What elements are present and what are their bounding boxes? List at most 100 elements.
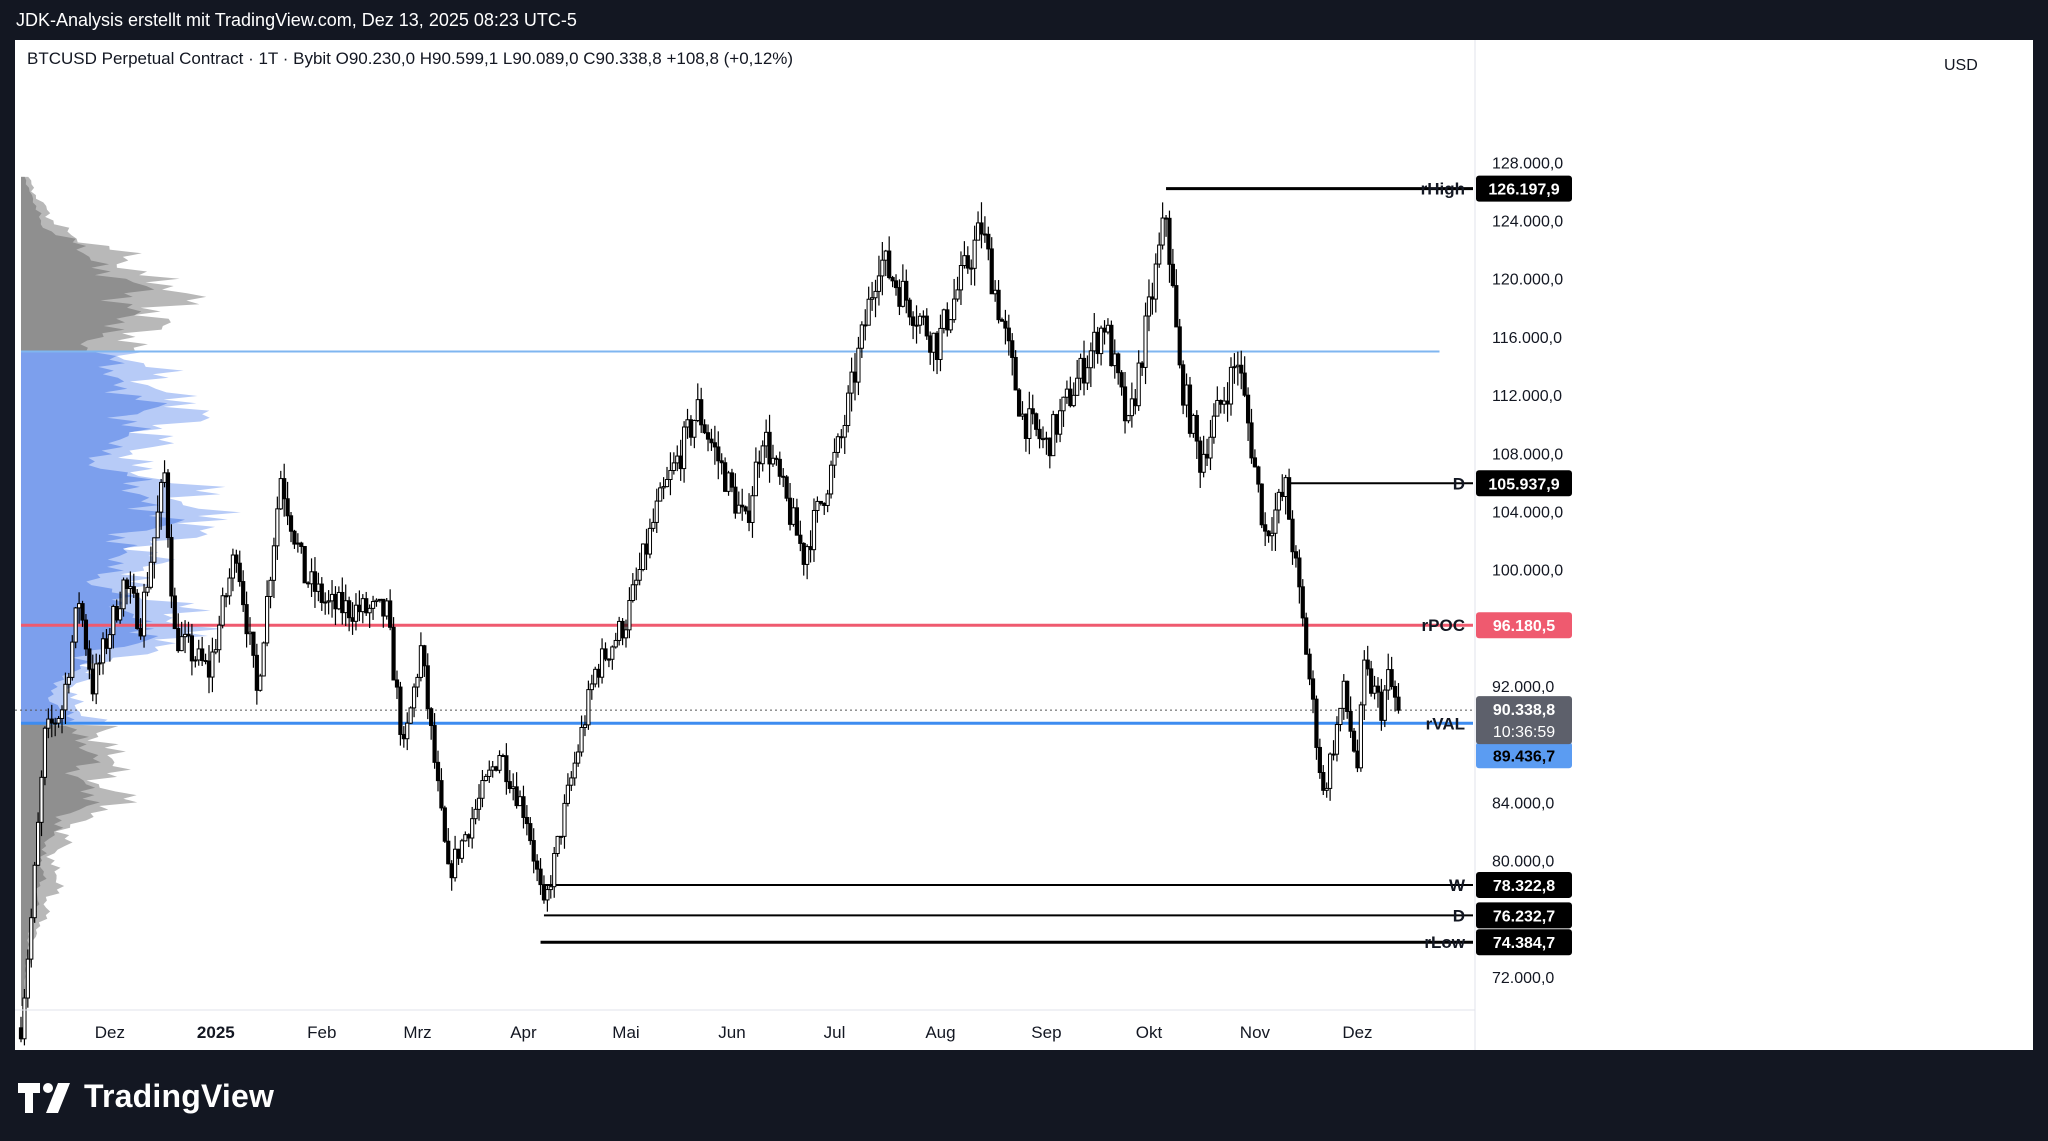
candle [825,489,830,513]
candle [852,353,858,401]
candle-body-bear [206,660,212,678]
candle-body-bull [384,600,389,617]
candle-body-bear [1095,331,1100,355]
candle-body-bull [459,840,465,859]
candle [254,643,259,705]
candle [1057,398,1063,443]
candle [483,773,488,782]
candle-body-bull [1071,394,1076,407]
candle [1109,320,1114,367]
candle-body-bull [576,751,581,764]
candle [562,794,567,849]
candle [1249,408,1254,464]
candle [1105,318,1111,335]
candle [815,496,820,523]
candle-body-bull [685,419,690,428]
candle [261,641,266,677]
candle [531,828,536,874]
candle [442,805,447,843]
candle [1369,660,1374,697]
candle [787,483,793,531]
candle-body-bear [1054,414,1059,435]
candle-body-bear [169,537,174,597]
candle-body-bull [1215,399,1220,417]
footer-bar [0,1050,2048,1141]
candle-body-bull [958,265,964,291]
candle-body-bear [1204,453,1210,459]
price-badge-rLow-bg [1476,929,1572,956]
candle [1375,677,1381,708]
candle-body-bear [251,631,256,656]
candle [1334,716,1340,762]
candle-body-bull [975,222,981,241]
candle-body-bear [514,786,519,807]
candle-body-bull [323,601,328,604]
candle [688,415,694,446]
tradingview-logo[interactable]: TradingView [16,1078,274,1115]
candle-body-bear [1198,440,1203,473]
candle-body-bull [846,392,851,426]
candle-body-bull [586,689,591,726]
candle-body-bear [114,605,119,621]
candle [1177,318,1182,369]
currency-label[interactable]: USD [1944,57,1978,74]
candle [603,642,608,662]
candle-body-bear [500,755,506,758]
candle [1215,386,1220,417]
candle [169,524,174,609]
candle-body-bull [866,298,871,326]
price-badge-W: 78.322,8 [1476,871,1572,898]
candle [1310,670,1316,714]
candle [25,949,30,1008]
candle-body-bull [309,571,314,585]
candle [818,500,823,506]
candle [617,616,622,646]
candle-body-bull [97,662,102,665]
candle [377,598,382,603]
candle-body-bull [148,561,153,588]
candle-body-bear [723,462,728,492]
candle [552,846,557,898]
candle [1143,302,1148,385]
candle-body-bear [172,595,177,630]
candle [774,455,779,466]
x-tick-label: Mrz [403,1023,431,1042]
candle-body-bull [750,495,755,523]
candle [1273,492,1278,551]
candle [237,550,242,587]
candle [712,425,717,465]
candle-body-bull [463,834,468,842]
candle [986,226,991,261]
candle [1174,269,1179,328]
candle [989,237,994,295]
candle-body-bear [1013,356,1018,391]
candle [1194,410,1199,459]
candle-body-bear [705,432,711,440]
candle-body-bear [822,502,827,506]
candle-body-bear [743,506,748,512]
candle [1030,394,1035,425]
candle [193,656,198,668]
candle [418,632,424,682]
level-label-rLow: rLow [1424,933,1465,952]
candle-body-bull [941,309,946,329]
candle-body-bull [1057,410,1063,435]
candle-body-bear [1167,217,1172,265]
candle-body-bear [1122,386,1128,422]
candle [996,280,1001,324]
candle [1146,279,1152,332]
candle-body-bear [425,665,430,710]
candle [1245,387,1251,441]
candle-body-bear [699,399,704,426]
candle [186,621,191,643]
level-label-D-upper: D [1453,474,1465,493]
candle-body-bear [644,543,649,555]
candle [945,302,950,337]
candle-body-bull [1338,707,1343,726]
candle-body-bull [271,545,277,581]
candle-body-bull [637,569,642,581]
candle-body-bull [258,675,263,691]
candle [863,309,868,341]
